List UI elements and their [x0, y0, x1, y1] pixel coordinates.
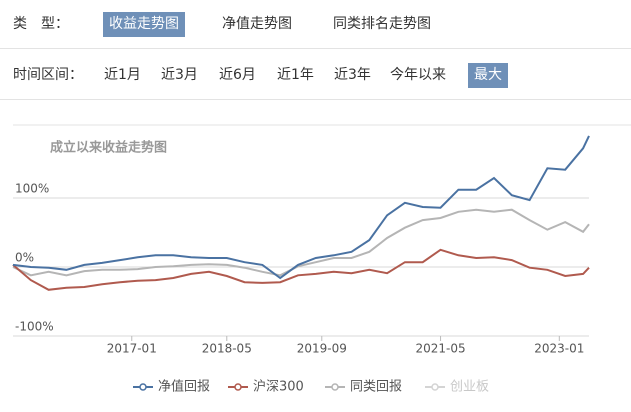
legend-label[interactable]: 沪深300 — [253, 379, 304, 395]
x-tick-label: 2018-05 — [202, 342, 252, 356]
x-tick-label: 2021-05 — [415, 342, 465, 356]
y-tick-label: 100% — [15, 182, 49, 196]
filter-option[interactable]: 同类排名走势图 — [333, 16, 431, 32]
series-line — [12, 208, 590, 277]
x-tick-label: 2023-01 — [534, 342, 584, 356]
legend-dot — [331, 383, 339, 391]
legend-dot — [431, 383, 439, 391]
series-line — [12, 248, 590, 291]
series-line — [12, 135, 590, 280]
filter-option[interactable]: 近1年 — [277, 67, 314, 83]
legend-label[interactable]: 净值回报 — [158, 379, 210, 395]
filter-option[interactable]: 近1月 — [104, 67, 141, 83]
y-tick-label: -100% — [15, 320, 54, 334]
legend-dot — [234, 383, 242, 391]
legend-label[interactable]: 同类回报 — [350, 380, 402, 395]
filter-label: 时间区间： — [13, 67, 83, 83]
filter-option[interactable]: 最大 — [468, 63, 508, 88]
y-tick-label: 0% — [15, 251, 34, 265]
filter-option[interactable]: 近3月 — [161, 67, 198, 83]
type-row: 类 型： 收益走势图 净值走势图 同类排名走势图 — [0, 0, 631, 49]
legend-label[interactable]: 创业板 — [450, 380, 489, 395]
chart-title: 成立以来收益走势图 — [50, 140, 167, 156]
filter-option[interactable]: 今年以来 — [390, 67, 446, 83]
filter-option[interactable]: 净值走势图 — [222, 16, 292, 32]
legend-dot — [139, 383, 147, 391]
filter-label: 类 型： — [13, 16, 69, 32]
filter-option[interactable]: 近3年 — [334, 67, 371, 83]
filter-option[interactable]: 近6月 — [219, 67, 256, 83]
filter-option[interactable]: 收益走势图 — [103, 12, 185, 37]
x-tick-label: 2019-09 — [297, 342, 347, 356]
range-row: 时间区间： 近1月 近3月 近6月 近1年 近3年 今年以来 最大 — [0, 51, 631, 100]
x-tick-label: 2017-01 — [107, 342, 157, 356]
